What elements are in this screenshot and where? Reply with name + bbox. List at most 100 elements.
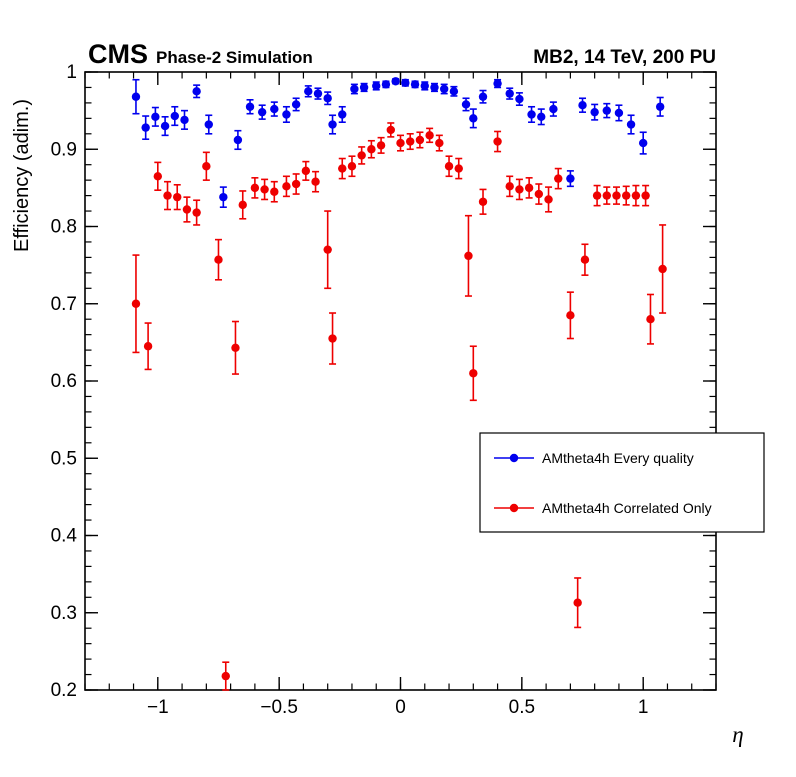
data-point — [592, 191, 602, 200]
legend-box — [479, 432, 765, 533]
legend-label-every-quality: AMtheta4h Every quality — [542, 450, 694, 466]
data-point — [396, 138, 405, 148]
data-points — [131, 77, 667, 691]
data-point — [151, 112, 160, 122]
data-point — [515, 94, 524, 104]
data-point — [478, 92, 488, 101]
data-point — [170, 111, 179, 121]
data-point — [221, 671, 230, 681]
data-point — [515, 185, 524, 194]
data-point — [444, 162, 454, 171]
data-point — [270, 187, 279, 196]
data-point — [270, 104, 279, 114]
data-point — [464, 251, 473, 261]
data-point — [311, 177, 320, 186]
data-point — [391, 77, 400, 86]
data-point — [357, 151, 366, 160]
data-point — [493, 137, 502, 146]
axes: −1 −0.5 0 0.5 1 0.2 0.3 0.4 0.5 0.6 0.7 0.8 0.9 1 — [51, 62, 717, 718]
data-point — [160, 121, 170, 131]
data-point — [381, 80, 391, 89]
data-point — [602, 191, 611, 200]
data-point — [658, 264, 667, 274]
data-point — [454, 164, 463, 173]
data-point — [646, 315, 655, 324]
data-point — [359, 83, 369, 92]
data-point — [323, 245, 332, 254]
y-tick-label: 0.3 — [51, 603, 77, 624]
data-point — [153, 172, 163, 181]
cms-label: CMS — [88, 39, 148, 69]
simulation-subtitle: Phase-2 Simulation — [156, 48, 313, 67]
data-point — [439, 84, 449, 94]
data-point — [638, 138, 648, 148]
data-point — [231, 343, 240, 352]
x-tick-label: −1 — [147, 697, 169, 718]
data-point — [245, 102, 255, 111]
data-point — [260, 185, 269, 194]
data-point — [612, 191, 621, 200]
data-point — [304, 87, 313, 96]
y-tick-label: 0.5 — [51, 448, 77, 469]
data-point — [131, 92, 141, 101]
x-tick-label: −0.5 — [260, 697, 298, 718]
data-point — [238, 200, 247, 210]
data-point — [257, 107, 267, 117]
data-point — [566, 311, 575, 320]
data-point — [641, 191, 650, 200]
data-point — [192, 208, 201, 217]
data-point — [469, 114, 478, 123]
legend-label-correlated-only: AMtheta4h Correlated Only — [542, 500, 712, 516]
data-point — [554, 174, 563, 183]
y-tick-label: 1 — [66, 62, 77, 83]
data-point — [449, 87, 459, 96]
data-point — [461, 100, 471, 109]
data-point — [192, 87, 201, 96]
data-point — [410, 80, 420, 89]
data-point — [655, 102, 665, 111]
data-point — [163, 191, 172, 200]
data-point — [282, 110, 291, 119]
data-point — [182, 205, 192, 214]
data-point — [626, 120, 636, 129]
data-point — [590, 107, 599, 117]
data-point — [143, 342, 153, 351]
y-axis-title: Efficiency (adim.) — [11, 99, 33, 252]
data-point — [350, 84, 359, 94]
data-point — [406, 137, 415, 146]
data-point — [566, 174, 575, 183]
legend-marker-dot-blue — [509, 453, 519, 463]
data-point — [415, 135, 425, 145]
data-point — [173, 192, 182, 202]
x-tick-label: 0.5 — [509, 697, 535, 718]
data-point — [338, 164, 347, 173]
data-point — [250, 183, 260, 193]
legend: AMtheta4h Every quality AMtheta4h Correl… — [479, 432, 765, 533]
data-point — [527, 110, 536, 119]
data-point — [435, 138, 444, 148]
series-amtheta4h-every-quality — [131, 77, 665, 208]
x-axis-title: η — [732, 722, 743, 747]
data-point — [367, 145, 376, 154]
data-point — [233, 135, 243, 145]
data-point — [469, 369, 478, 378]
data-point — [573, 598, 582, 607]
data-point — [602, 106, 611, 115]
data-point — [505, 182, 514, 191]
legend-entry-every-quality: AMtheta4h Every quality — [494, 450, 694, 466]
data-point — [301, 166, 311, 176]
data-point — [180, 115, 189, 125]
data-point — [141, 123, 150, 132]
series-amtheta4h-correlated-only — [131, 122, 667, 691]
y-tick-label: 0.6 — [51, 371, 77, 392]
data-point — [386, 125, 395, 135]
data-point — [401, 78, 410, 88]
y-tick-label: 0.7 — [51, 294, 77, 315]
x-tick-label: 1 — [638, 697, 649, 718]
data-point — [372, 81, 381, 91]
data-point — [430, 83, 439, 92]
data-point — [537, 112, 546, 122]
y-tick-label: 0.9 — [51, 139, 77, 160]
